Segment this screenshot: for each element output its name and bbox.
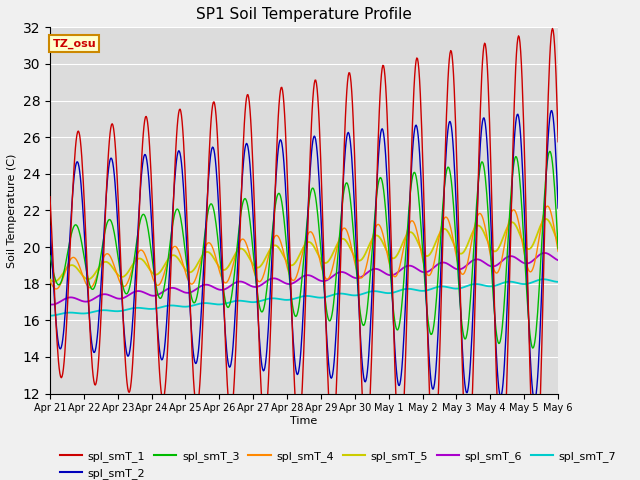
spl_smT_7 [159,304,167,310]
spl_smT_4 [381,240,389,246]
spl_smT_3 [186,286,194,292]
spl_smT_6 [366,268,374,274]
spl_smT_5 [46,276,54,282]
spl_smT_6 [554,257,562,263]
Line: spl_smT_6: spl_smT_6 [50,253,558,305]
spl_smT_1 [532,478,540,480]
spl_smT_4 [46,277,54,283]
spl_smT_3 [46,253,54,259]
spl_smT_7 [46,313,54,319]
spl_smT_5 [554,240,562,245]
spl_smT_2 [554,205,562,211]
Y-axis label: Soil Temperature (C): Soil Temperature (C) [7,153,17,268]
spl_smT_3 [159,290,167,296]
spl_smT_4 [554,249,562,254]
spl_smT_2 [186,303,194,309]
spl_smT_7 [55,312,63,317]
spl_smT_5 [187,269,195,275]
spl_smT_1 [380,67,388,72]
spl_smT_3 [365,283,373,288]
spl_smT_6 [48,302,56,308]
spl_smT_3 [108,219,115,225]
spl_smT_7 [380,290,388,296]
spl_smT_3 [546,148,554,154]
spl_smT_5 [56,275,64,281]
Line: spl_smT_5: spl_smT_5 [50,219,558,282]
spl_smT_6 [381,270,389,276]
spl_smT_2 [159,355,167,360]
spl_smT_7 [554,279,562,285]
spl_smT_6 [541,250,548,256]
spl_smT_5 [51,279,58,285]
spl_smT_3 [529,345,536,351]
spl_smT_7 [108,308,115,314]
Title: SP1 Soil Temperature Profile: SP1 Soil Temperature Profile [196,7,412,22]
spl_smT_1 [46,194,54,200]
spl_smT_1 [108,122,115,128]
spl_smT_3 [55,282,63,288]
Line: spl_smT_7: spl_smT_7 [50,279,558,316]
spl_smT_7 [365,289,373,295]
X-axis label: Time: Time [291,416,317,426]
spl_smT_4 [160,272,168,278]
spl_smT_4 [544,203,552,209]
spl_smT_2 [531,397,539,403]
spl_smT_4 [366,246,374,252]
spl_smT_1 [55,365,63,371]
spl_smT_5 [108,264,116,270]
spl_smT_1 [365,408,373,414]
Text: TZ_osu: TZ_osu [52,38,96,48]
Legend: spl_smT_1, spl_smT_2, spl_smT_3, spl_smT_4, spl_smT_5, spl_smT_6, spl_smT_7: spl_smT_1, spl_smT_2, spl_smT_3, spl_smT… [56,447,621,480]
spl_smT_3 [554,246,562,252]
Line: spl_smT_4: spl_smT_4 [50,206,558,289]
spl_smT_7 [540,276,547,282]
spl_smT_6 [46,301,54,307]
spl_smT_6 [108,294,116,300]
spl_smT_5 [366,240,374,246]
spl_smT_6 [56,299,64,305]
spl_smT_2 [380,136,388,142]
spl_smT_1 [159,397,167,403]
spl_smT_1 [554,139,562,144]
spl_smT_1 [548,25,556,31]
spl_smT_1 [186,297,194,303]
Line: spl_smT_1: spl_smT_1 [50,28,558,480]
Line: spl_smT_3: spl_smT_3 [50,151,558,348]
spl_smT_5 [542,216,550,222]
spl_smT_5 [160,264,168,269]
spl_smT_2 [108,156,115,161]
spl_smT_7 [186,303,194,309]
spl_smT_4 [108,257,116,263]
spl_smT_3 [380,193,388,199]
spl_smT_4 [52,286,60,292]
Line: spl_smT_2: spl_smT_2 [50,110,558,400]
spl_smT_2 [548,108,556,113]
spl_smT_6 [187,289,195,295]
spl_smT_6 [160,288,168,294]
spl_smT_2 [46,223,54,229]
spl_smT_5 [381,244,389,250]
spl_smT_2 [365,342,373,348]
spl_smT_2 [55,344,63,350]
spl_smT_4 [187,281,195,287]
spl_smT_4 [56,283,64,288]
